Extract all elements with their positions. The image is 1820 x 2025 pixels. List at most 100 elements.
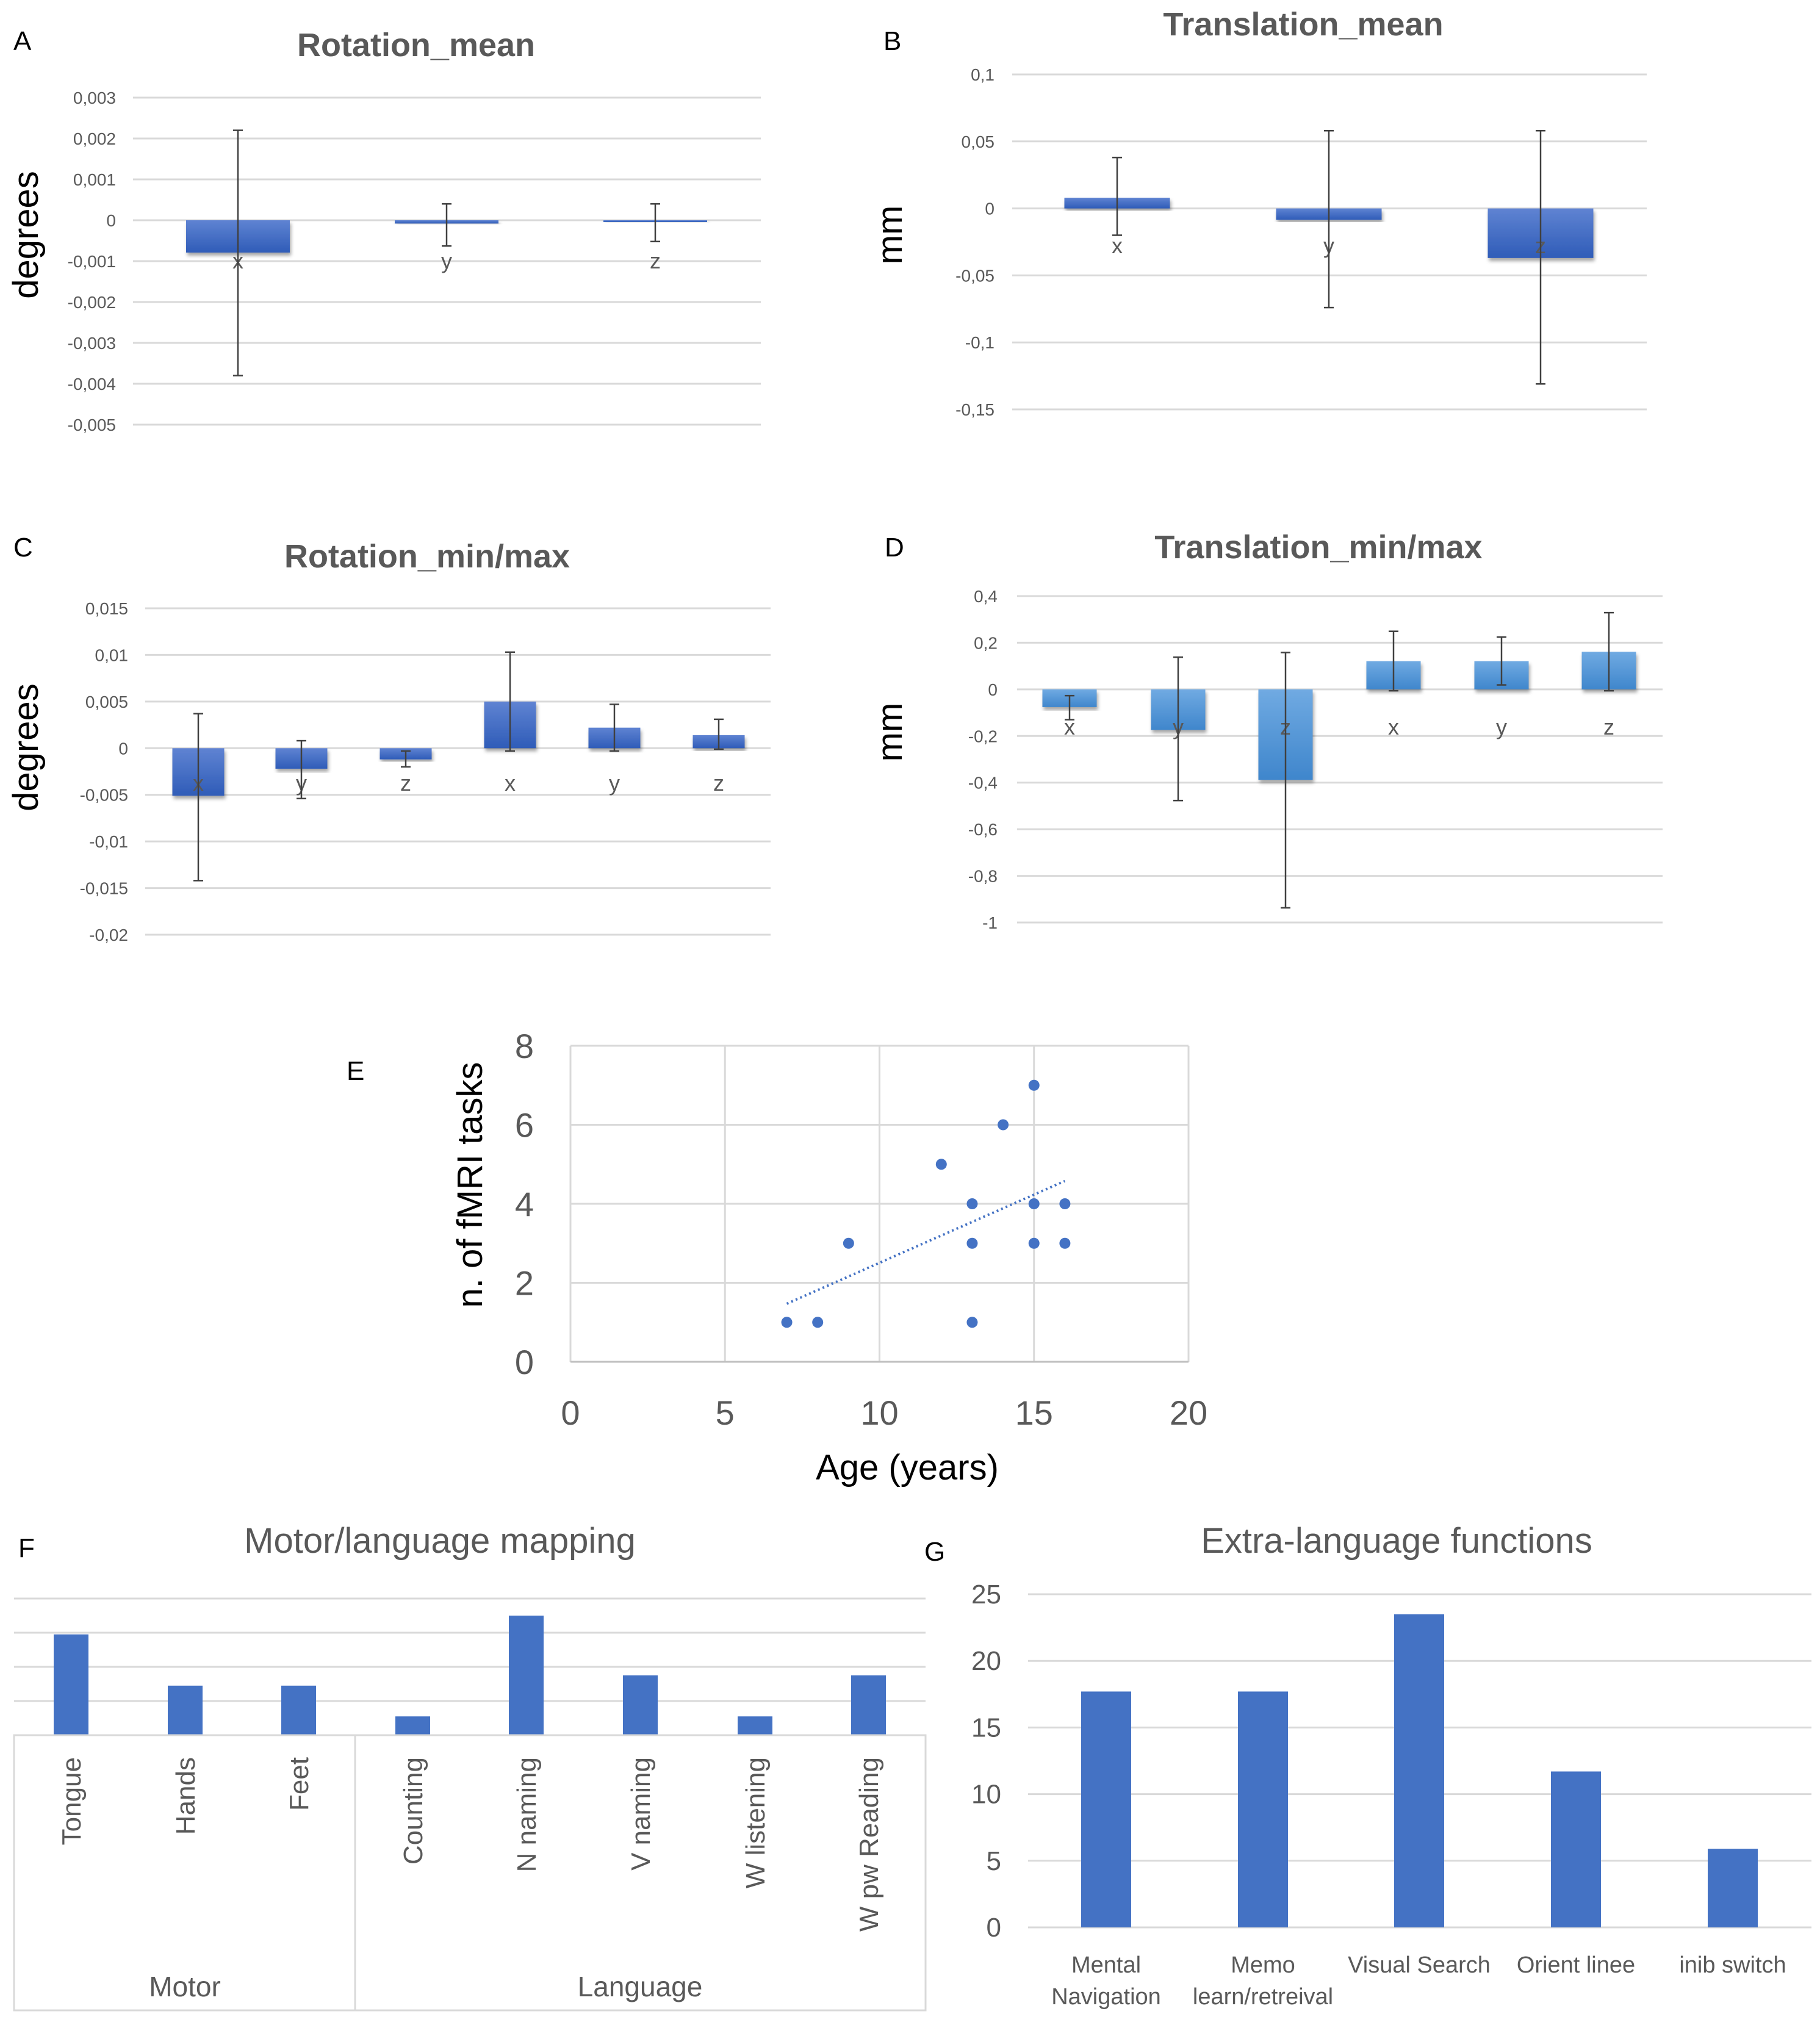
error-bar — [1324, 129, 1334, 309]
category-label: z — [713, 771, 724, 796]
panel-f: F Motor/language mapping Tongue Hands Feet Co… — [13, 1521, 927, 2012]
chart-title: Rotation_min/max — [284, 538, 570, 575]
bar — [1238, 1691, 1288, 1927]
y-tick-label: 0,01 — [95, 646, 129, 664]
chart-title: Rotation_mean — [297, 27, 535, 63]
category-label: x — [505, 771, 516, 796]
category-label: W pw Reading — [854, 1757, 884, 1932]
error-bar — [1389, 630, 1398, 692]
scatter-point — [1059, 1237, 1071, 1249]
y-tick-label: 15 — [971, 1713, 1001, 1743]
error-bar — [650, 203, 660, 243]
y-tick-label: -0,8 — [968, 867, 998, 886]
bar — [738, 1716, 772, 1735]
category-label: z — [650, 248, 661, 273]
y-tick-label: 0,005 — [85, 692, 128, 711]
y-tick-label: 0 — [106, 211, 116, 230]
y-tick-label: -0,005 — [68, 415, 116, 434]
y-tick-label: -0,15 — [955, 400, 995, 419]
error-bar — [1536, 129, 1545, 385]
error-bar — [1112, 156, 1122, 236]
scatter-point — [966, 1237, 978, 1249]
y-tick-label: -1 — [982, 913, 998, 932]
panel-letter: D — [885, 533, 904, 563]
group-label: Motor — [149, 1971, 221, 2002]
scatter-point — [843, 1237, 854, 1249]
bar — [395, 1716, 430, 1735]
y-tick-label: 0,001 — [73, 170, 116, 189]
y-tick-label: -0,4 — [968, 774, 998, 793]
y-tick-label: 10 — [971, 1780, 1001, 1810]
y-tick-label: -0,02 — [89, 926, 128, 944]
scatter-point — [812, 1317, 824, 1328]
category-label: learn/retreival — [1193, 1984, 1333, 2010]
y-tick-label: -0,004 — [68, 375, 116, 394]
y-tick-label: 0,4 — [974, 587, 998, 606]
panel-letter: A — [13, 26, 32, 56]
y-tick-label: 0,1 — [971, 65, 995, 84]
x-tick-label: 20 — [1170, 1394, 1207, 1432]
category-label: inib switch — [1679, 1952, 1786, 1978]
category-label: z — [1603, 714, 1614, 739]
scatter-point — [966, 1198, 978, 1209]
bar — [54, 1634, 88, 1735]
category-label: y — [1496, 714, 1507, 739]
bar — [1394, 1614, 1444, 1927]
x-axis-label: Age (years) — [816, 1448, 999, 1487]
y-tick-label: -0,2 — [968, 727, 998, 746]
y-tick-label: 0,05 — [962, 132, 995, 151]
y-tick-label: 4 — [515, 1185, 534, 1223]
error-bar — [193, 713, 203, 882]
y-tick-label: -0,6 — [968, 820, 998, 839]
y-tick-label: 0 — [985, 200, 995, 218]
error-bar — [1173, 656, 1183, 802]
y-tick-label: -0,003 — [68, 334, 116, 353]
bar — [509, 1616, 544, 1735]
error-bar — [610, 703, 619, 752]
category-label: y — [441, 248, 452, 273]
bar — [1708, 1849, 1758, 1927]
y-tick-label: -0,002 — [68, 293, 116, 312]
scatter-point — [1028, 1237, 1040, 1249]
y-tick-label: 2 — [515, 1264, 534, 1303]
error-bar — [401, 750, 411, 768]
y-axis-label: n. of fMRI tasks — [450, 1062, 490, 1308]
chart-title: Motor/language mapping — [244, 1521, 636, 1561]
error-bar — [1281, 652, 1290, 909]
error-bar — [233, 129, 243, 376]
category-label: x — [1064, 714, 1075, 739]
y-tick-label: -0,01 — [89, 832, 128, 851]
panel-g: G Extra-language functions 0 5 10 15 20 25 Menta… — [924, 1521, 1811, 2010]
category-label: Hands — [171, 1757, 201, 1835]
category-label: Counting — [398, 1757, 428, 1865]
y-tick-label: -0,1 — [965, 333, 995, 352]
x-tick-label: 5 — [716, 1394, 735, 1432]
y-tick-label: 0 — [988, 680, 998, 699]
chart-title: Translation_mean — [1163, 6, 1443, 43]
scatter-point — [1028, 1079, 1040, 1091]
chart-title: Extra-language functions — [1201, 1521, 1592, 1561]
y-tick-label: 20 — [971, 1646, 1001, 1676]
error-bar — [442, 203, 451, 247]
bar — [168, 1685, 203, 1735]
category-label: Orient linee — [1517, 1952, 1635, 1978]
error-bar — [714, 718, 724, 750]
category-label: Mental — [1071, 1952, 1141, 1978]
category-label: Memo — [1231, 1952, 1295, 1978]
y-axis-label: mm — [870, 206, 910, 265]
panel-letter: F — [18, 1533, 35, 1563]
category-label: Tongue — [57, 1757, 87, 1845]
y-tick-label: 0 — [515, 1343, 534, 1381]
y-tick-label: 0 — [118, 739, 128, 758]
group-label: Language — [578, 1971, 703, 2002]
category-label: x — [1388, 714, 1399, 739]
scatter-point — [998, 1119, 1009, 1131]
category-label: z — [400, 771, 411, 796]
scatter-point — [966, 1317, 978, 1328]
y-axis-label: degrees — [6, 171, 46, 299]
scatter-point — [781, 1317, 793, 1328]
